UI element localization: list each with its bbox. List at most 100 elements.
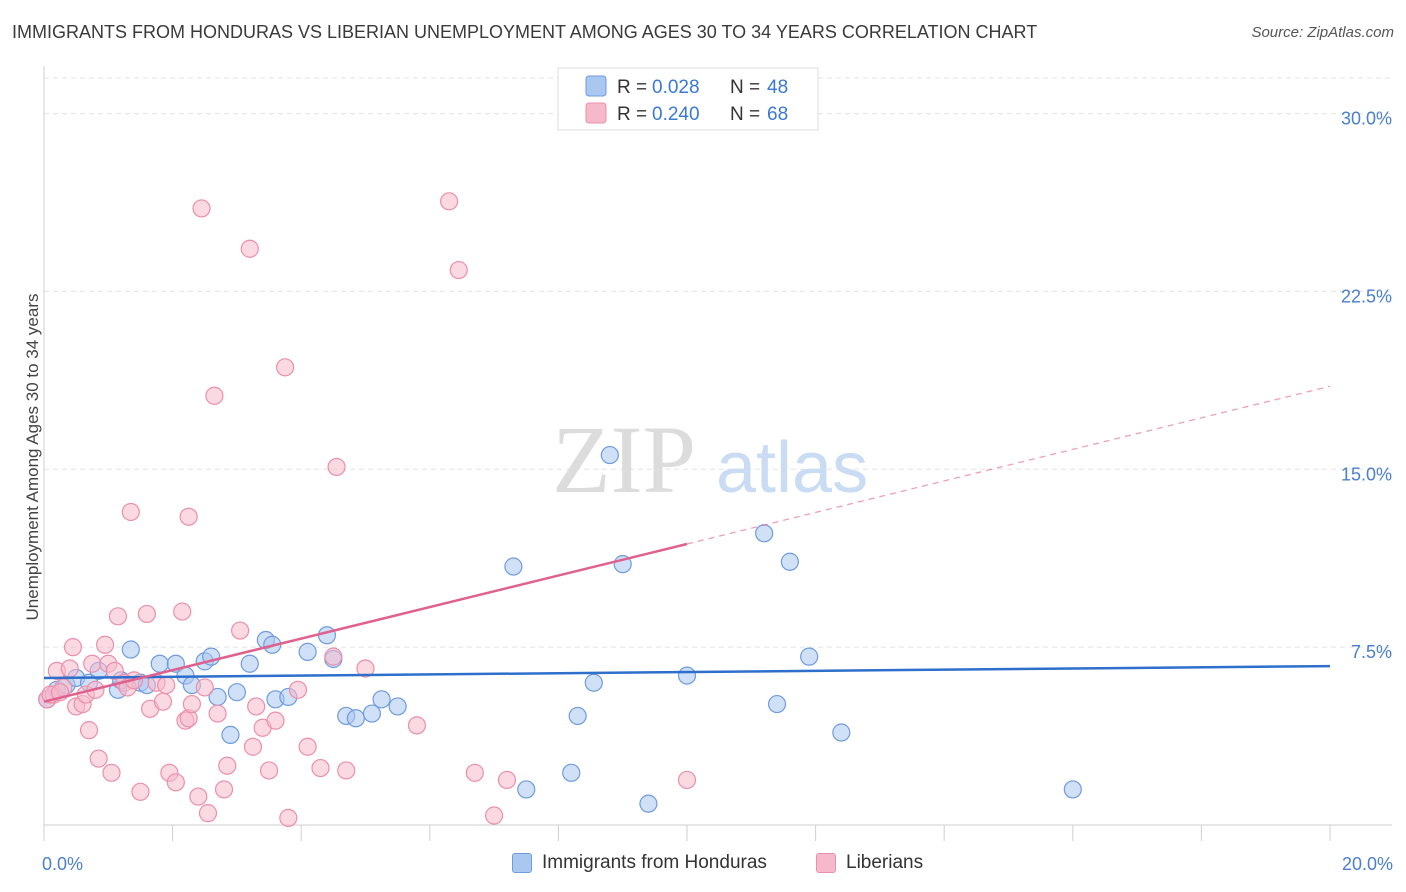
point-honduras-47 <box>1063 780 1082 799</box>
point-liberian-29 <box>189 787 208 806</box>
point-liberian-25 <box>173 602 192 621</box>
trend-line-liberians-solid <box>43 542 688 703</box>
stats-legend-swatch-blue <box>585 75 607 97</box>
point-honduras-25 <box>298 642 317 661</box>
point-liberian-22 <box>153 692 173 711</box>
y-tick-label-0: 7.5% <box>1351 642 1392 662</box>
point-liberian-49 <box>407 716 427 735</box>
point-liberian-52 <box>465 763 484 782</box>
stats-legend-r-value-pink: 0.240 <box>652 104 700 125</box>
stats-legend: R = 0.028 N = 48 R = 0.240 N = 68 <box>557 67 819 131</box>
point-liberian-30 <box>198 804 218 823</box>
point-liberian-39 <box>266 711 285 730</box>
point-liberian-14 <box>108 607 128 626</box>
point-liberian-24 <box>166 773 185 792</box>
point-liberian-44 <box>311 758 330 778</box>
bottom-legend-item-honduras[interactable]: Immigrants from Honduras <box>512 852 767 874</box>
point-honduras-31 <box>372 690 391 709</box>
point-liberian-43 <box>298 737 317 756</box>
legend-label-honduras: Immigrants from Honduras <box>542 852 767 873</box>
point-liberian-65 <box>243 737 263 756</box>
point-liberian-46 <box>327 457 346 477</box>
bottom-legend-item-liberians[interactable]: Liberians <box>816 852 923 874</box>
point-honduras-41 <box>677 666 697 685</box>
point-liberian-12 <box>102 763 121 782</box>
legend-label-liberians: Liberians <box>846 852 924 873</box>
point-liberian-64 <box>192 199 211 218</box>
trend-line-honduras <box>43 664 1331 680</box>
point-honduras-37 <box>584 673 603 692</box>
y-tick-label-3: 30.0% <box>1341 109 1392 129</box>
point-liberian-41 <box>279 808 298 827</box>
point-liberian-62 <box>179 507 198 526</box>
stats-legend-n-value-blue: 48 <box>767 77 788 98</box>
point-honduras-42 <box>755 524 774 543</box>
point-honduras-46 <box>832 723 851 742</box>
point-honduras-20 <box>240 654 259 673</box>
point-liberian-18 <box>131 782 150 801</box>
point-liberian-40 <box>276 358 295 377</box>
point-honduras-30 <box>362 704 382 723</box>
point-honduras-8 <box>121 640 140 659</box>
point-honduras-17 <box>221 725 240 744</box>
legend-swatch-pink <box>816 853 836 873</box>
stats-legend-r-label-pink: R = <box>617 104 647 125</box>
stats-legend-n-value-pink: 68 <box>767 104 788 125</box>
point-liberian-61 <box>121 502 140 522</box>
point-liberian-55 <box>677 770 697 790</box>
point-liberian-50 <box>439 192 459 211</box>
source-label: Source: ZipAtlas.com <box>1251 24 1394 41</box>
stats-legend-r-value-blue: 0.028 <box>652 77 700 98</box>
y-tick-label-2: 22.5% <box>1341 286 1392 306</box>
point-liberian-4 <box>63 638 83 657</box>
point-honduras-36 <box>568 706 587 726</box>
stats-legend-n-label-blue: N = <box>730 77 760 98</box>
point-honduras-11 <box>150 654 169 673</box>
point-liberian-58 <box>60 659 79 678</box>
bottom-legend: Immigrants from Honduras Liberians <box>0 850 1406 878</box>
point-liberian-8 <box>83 654 102 673</box>
stats-legend-swatch-pink <box>585 102 607 124</box>
point-liberian-67 <box>157 675 176 695</box>
watermark-zip: ZIP <box>552 406 696 513</box>
point-liberian-32 <box>214 780 234 799</box>
point-liberian-45 <box>324 647 343 666</box>
chart-title: IMMIGRANTS FROM HONDURAS VS LIBERIAN UNE… <box>12 22 1038 42</box>
point-honduras-32 <box>388 697 407 716</box>
stats-legend-n-label-pink: N = <box>730 104 760 125</box>
y-axis-title: Unemployment Among Ages 30 to 34 years <box>23 294 42 621</box>
point-liberian-38 <box>259 761 279 780</box>
point-liberian-54 <box>497 770 517 790</box>
point-liberian-9 <box>89 749 108 768</box>
point-liberian-51 <box>449 260 468 280</box>
point-liberian-36 <box>247 697 266 716</box>
point-liberian-34 <box>231 621 250 640</box>
point-honduras-40 <box>639 794 658 813</box>
legend-swatch-blue <box>512 853 532 873</box>
x-tick-label-0: 0.0% <box>42 854 83 874</box>
point-liberian-31 <box>208 704 227 723</box>
point-honduras-33 <box>504 557 523 576</box>
point-honduras-34 <box>517 780 536 799</box>
point-liberian-19 <box>137 604 156 624</box>
point-honduras-45 <box>800 647 819 666</box>
point-liberian-10 <box>95 635 115 654</box>
x-tick-label-1: 20.0% <box>1342 854 1393 874</box>
point-honduras-35 <box>562 763 581 782</box>
point-liberian-42 <box>288 680 308 699</box>
watermark-atlas: atlas <box>716 428 868 508</box>
point-honduras-43 <box>767 694 787 714</box>
point-liberian-66 <box>195 678 214 697</box>
point-honduras-38 <box>600 445 619 465</box>
point-liberian-33 <box>218 756 237 775</box>
point-liberian-28 <box>182 694 201 714</box>
point-liberian-7 <box>79 721 99 740</box>
point-honduras-19 <box>227 683 246 702</box>
point-liberian-63 <box>205 386 224 405</box>
point-honduras-29 <box>346 709 365 728</box>
stats-legend-r-label-blue: R = <box>617 77 647 98</box>
trend-line-liberians-dashed <box>686 385 1331 545</box>
point-honduras-26 <box>317 626 337 645</box>
point-liberian-53 <box>485 806 504 825</box>
